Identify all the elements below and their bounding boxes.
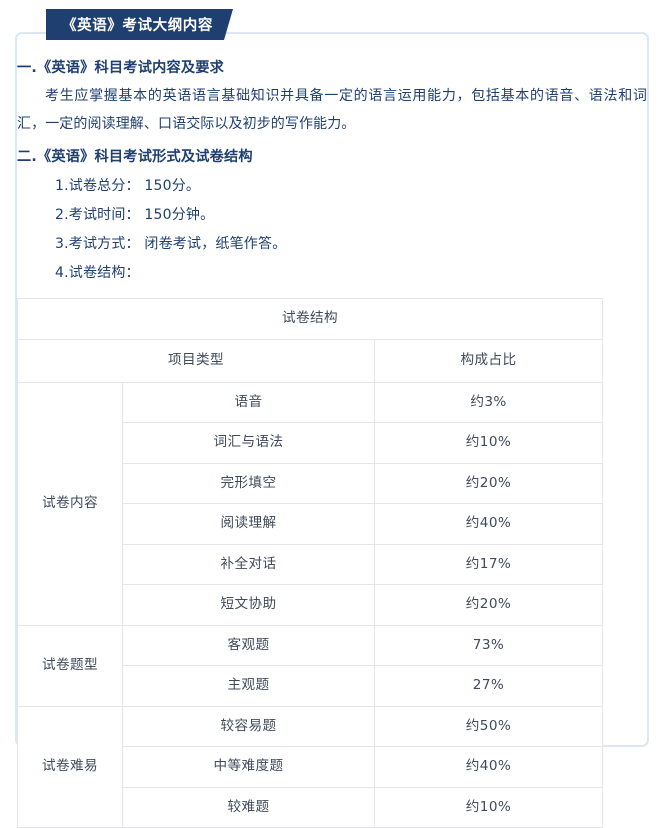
row-item: 完形填空 [122, 462, 375, 505]
row-percentage: 73% [373, 624, 604, 667]
row-percentage: 约20% [373, 584, 604, 626]
row-item: 阅读理解 [122, 503, 375, 545]
table-row: 试卷难易 较容易题 约50% [17, 705, 604, 828]
table-row: 试卷内容 语音 约3% [17, 381, 604, 626]
row-percentage: 约20% [373, 462, 604, 505]
table-header-row: 项目类型 构成占比 [17, 338, 604, 383]
row-percentage: 约10% [373, 786, 604, 828]
section-one-heading: 一.《英语》科目考试内容及要求 [17, 60, 225, 76]
column-header-percentage: 构成占比 [373, 338, 604, 383]
list-item: 2.考试时间： 150分钟。 [55, 207, 215, 224]
row-item: 词汇与语法 [122, 422, 375, 464]
row-percentage: 约10% [373, 422, 604, 464]
list-item: 1.试卷总分： 150分。 [55, 178, 201, 195]
column-header-item-type: 项目类型 [17, 338, 375, 383]
table-title-row: 试卷结构 [16, 297, 604, 340]
list-item: 4.试卷结构： [55, 265, 140, 282]
section-two-heading: 二.《英语》科目考试形式及试卷结构 [17, 148, 253, 165]
row-item: 较难题 [122, 786, 375, 828]
document-content: 一.《英语》科目考试内容及要求 考生应掌握基本的英语语言基础知识并具备一定的语言… [16, 55, 647, 828]
row-item: 客观题 [122, 624, 375, 667]
table-row: 阅读理解 约40% [18, 503, 604, 545]
exam-structure-table: 试卷结构 项目类型 构成占比 试卷内容 语音 约3% 词汇与语法 约10% [16, 297, 604, 828]
section-two-list: 1.试卷总分： 150分。 2.考试时间： 150分钟。 3.考试方式： 闭卷考… [17, 172, 647, 288]
section-title-text: 《英语》考试大纲内容 [62, 18, 213, 34]
exam-structure-table-wrap: 试卷结构 项目类型 构成占比 试卷内容 语音 约3% 词汇与语法 约10% [16, 297, 647, 828]
row-percentage: 约3% [373, 381, 604, 424]
table-row: 试卷题型 客观题 73% [17, 624, 604, 707]
table-row: 短文协助 约20% [18, 584, 604, 626]
section-one-paragraph: 考生应掌握基本的英语语言基础知识并具备一定的语言运用能力，包括基本的语音、语法和… [17, 88, 647, 132]
group-label-difficulty: 试卷难易 [17, 705, 123, 828]
row-item: 语音 [122, 381, 375, 424]
group-label-content: 试卷内容 [17, 381, 123, 626]
document-page: 《英语》考试大纲内容 一.《英语》科目考试内容及要求 考生应掌握基本的英语语言基… [15, 0, 649, 828]
table-row: 补全对话 约17% [18, 543, 604, 586]
section-title-tab: 《英语》考试大纲内容 [46, 9, 233, 40]
row-percentage: 约17% [373, 543, 604, 586]
row-percentage: 约50% [373, 705, 604, 748]
row-item: 中等难度题 [122, 746, 375, 788]
row-percentage: 27% [373, 665, 604, 707]
row-item: 短文协助 [122, 584, 375, 626]
table-row: 中等难度题 约40% [18, 746, 604, 788]
table-row: 完形填空 约20% [18, 462, 604, 505]
list-item: 3.考试方式： 闭卷考试，纸笔作答。 [55, 236, 287, 253]
row-item: 补全对话 [122, 543, 375, 586]
row-item: 主观题 [122, 665, 375, 707]
group-label-question-type: 试卷题型 [17, 624, 123, 707]
row-item: 较容易题 [122, 705, 375, 748]
table-title-cell: 试卷结构 [16, 297, 604, 340]
table-row: 主观题 27% [18, 665, 604, 707]
row-percentage: 约40% [373, 503, 604, 545]
row-percentage: 约40% [373, 746, 604, 788]
